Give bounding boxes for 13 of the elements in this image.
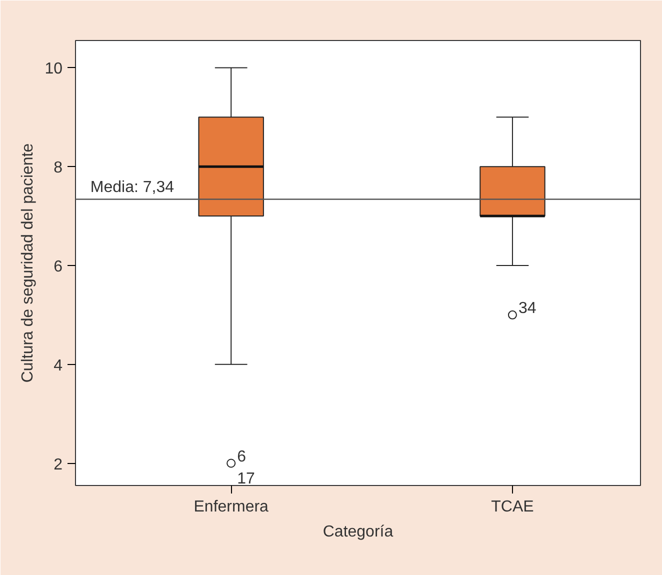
annotation: 6 — [237, 448, 246, 466]
y-tick-label: 8 — [54, 160, 63, 177]
y-tick-label: 10 — [44, 60, 63, 78]
y-tick-label: 4 — [54, 357, 63, 374]
ref-line-label: Media: 7,34 — [90, 179, 174, 196]
x-tick-label: Enfermera — [194, 498, 269, 516]
y-tick-label: 6 — [54, 258, 63, 276]
y-axis-title: Cultura de seguridad del paciente — [20, 143, 37, 383]
y-tick-label: 2 — [54, 456, 63, 474]
annotation: 34 — [518, 300, 536, 317]
x-tick-label: TCAE — [491, 498, 534, 516]
x-axis-title: Categoría — [322, 524, 394, 540]
annotation: 17 — [237, 470, 255, 488]
